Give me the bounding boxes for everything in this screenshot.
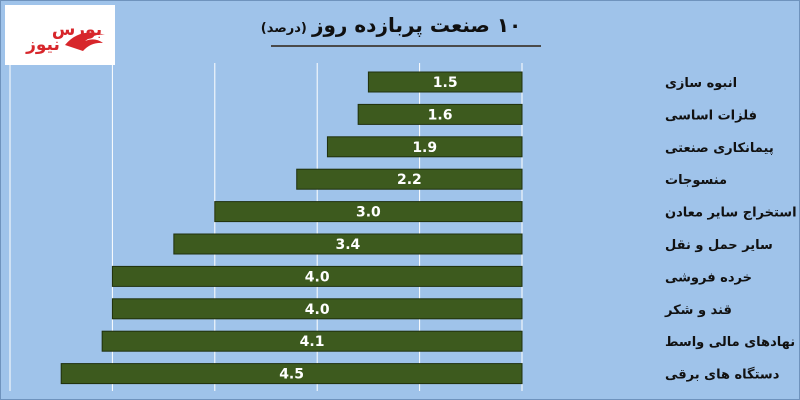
logo-mark-icon: بورس نیوز	[5, 5, 115, 65]
bar-2	[326, 136, 523, 158]
bar-7	[111, 298, 523, 320]
category-label-0: انبوه سازی	[665, 76, 737, 91]
category-label-2: پیمانکاری صنعتی	[665, 141, 774, 156]
chart-title-text: ۱۰ صنعت پربازده روز	[311, 13, 522, 37]
bars-group	[60, 71, 523, 385]
category-label-6: خرده فروشی	[665, 270, 752, 285]
category-label-7: قند و شکر	[664, 303, 732, 318]
bar-9	[60, 363, 523, 385]
chart-subtitle: (درصد)	[260, 21, 307, 36]
bar-1	[357, 103, 523, 125]
bar-value-label-2: 1.9	[412, 140, 437, 156]
bar-value-label-9: 4.5	[279, 367, 304, 383]
category-label-9: دستگاه های برقی	[665, 367, 780, 383]
logo: بورس نیوز	[5, 5, 115, 65]
category-label-3: منسوجات	[665, 173, 727, 188]
bar-0	[367, 71, 523, 93]
bar-value-label-4: 3.0	[356, 205, 381, 221]
bar-value-label-7: 4.0	[305, 302, 330, 318]
value-labels-group: 1.5 1.6 1.9 2.2 3.0 3.4 4.0 4.0 4.1 4.5	[279, 75, 457, 383]
bar-value-label-3: 2.2	[397, 172, 422, 188]
bar-6	[111, 265, 523, 287]
category-label-1: فلزات اساسی	[665, 108, 757, 123]
bar-value-label-8: 4.1	[300, 334, 325, 350]
bar-value-label-5: 3.4	[336, 237, 361, 253]
bar-value-label-6: 4.0	[305, 269, 330, 285]
bar-4	[214, 201, 523, 223]
chart-title: ۱۰ صنعت پربازده روز (درصد)	[201, 13, 581, 37]
svg-text:نیوز: نیوز	[25, 35, 60, 55]
bar-value-label-1: 1.6	[428, 107, 453, 123]
bar-8	[101, 330, 523, 352]
category-labels-group: انبوه سازی فلزات اساسی پیمانکاری صنعتی منسو…	[664, 76, 799, 383]
title-underline	[271, 45, 541, 47]
category-label-5: سایر حمل و نقل	[665, 238, 773, 253]
bar-3	[296, 168, 523, 190]
category-label-8: فعالیت های کمکی به نهادهای مالی واسط	[665, 335, 799, 350]
category-label-4: استخراج سایر معادن	[665, 206, 797, 221]
bar-5	[173, 233, 523, 255]
bar-value-label-0: 1.5	[433, 75, 458, 91]
